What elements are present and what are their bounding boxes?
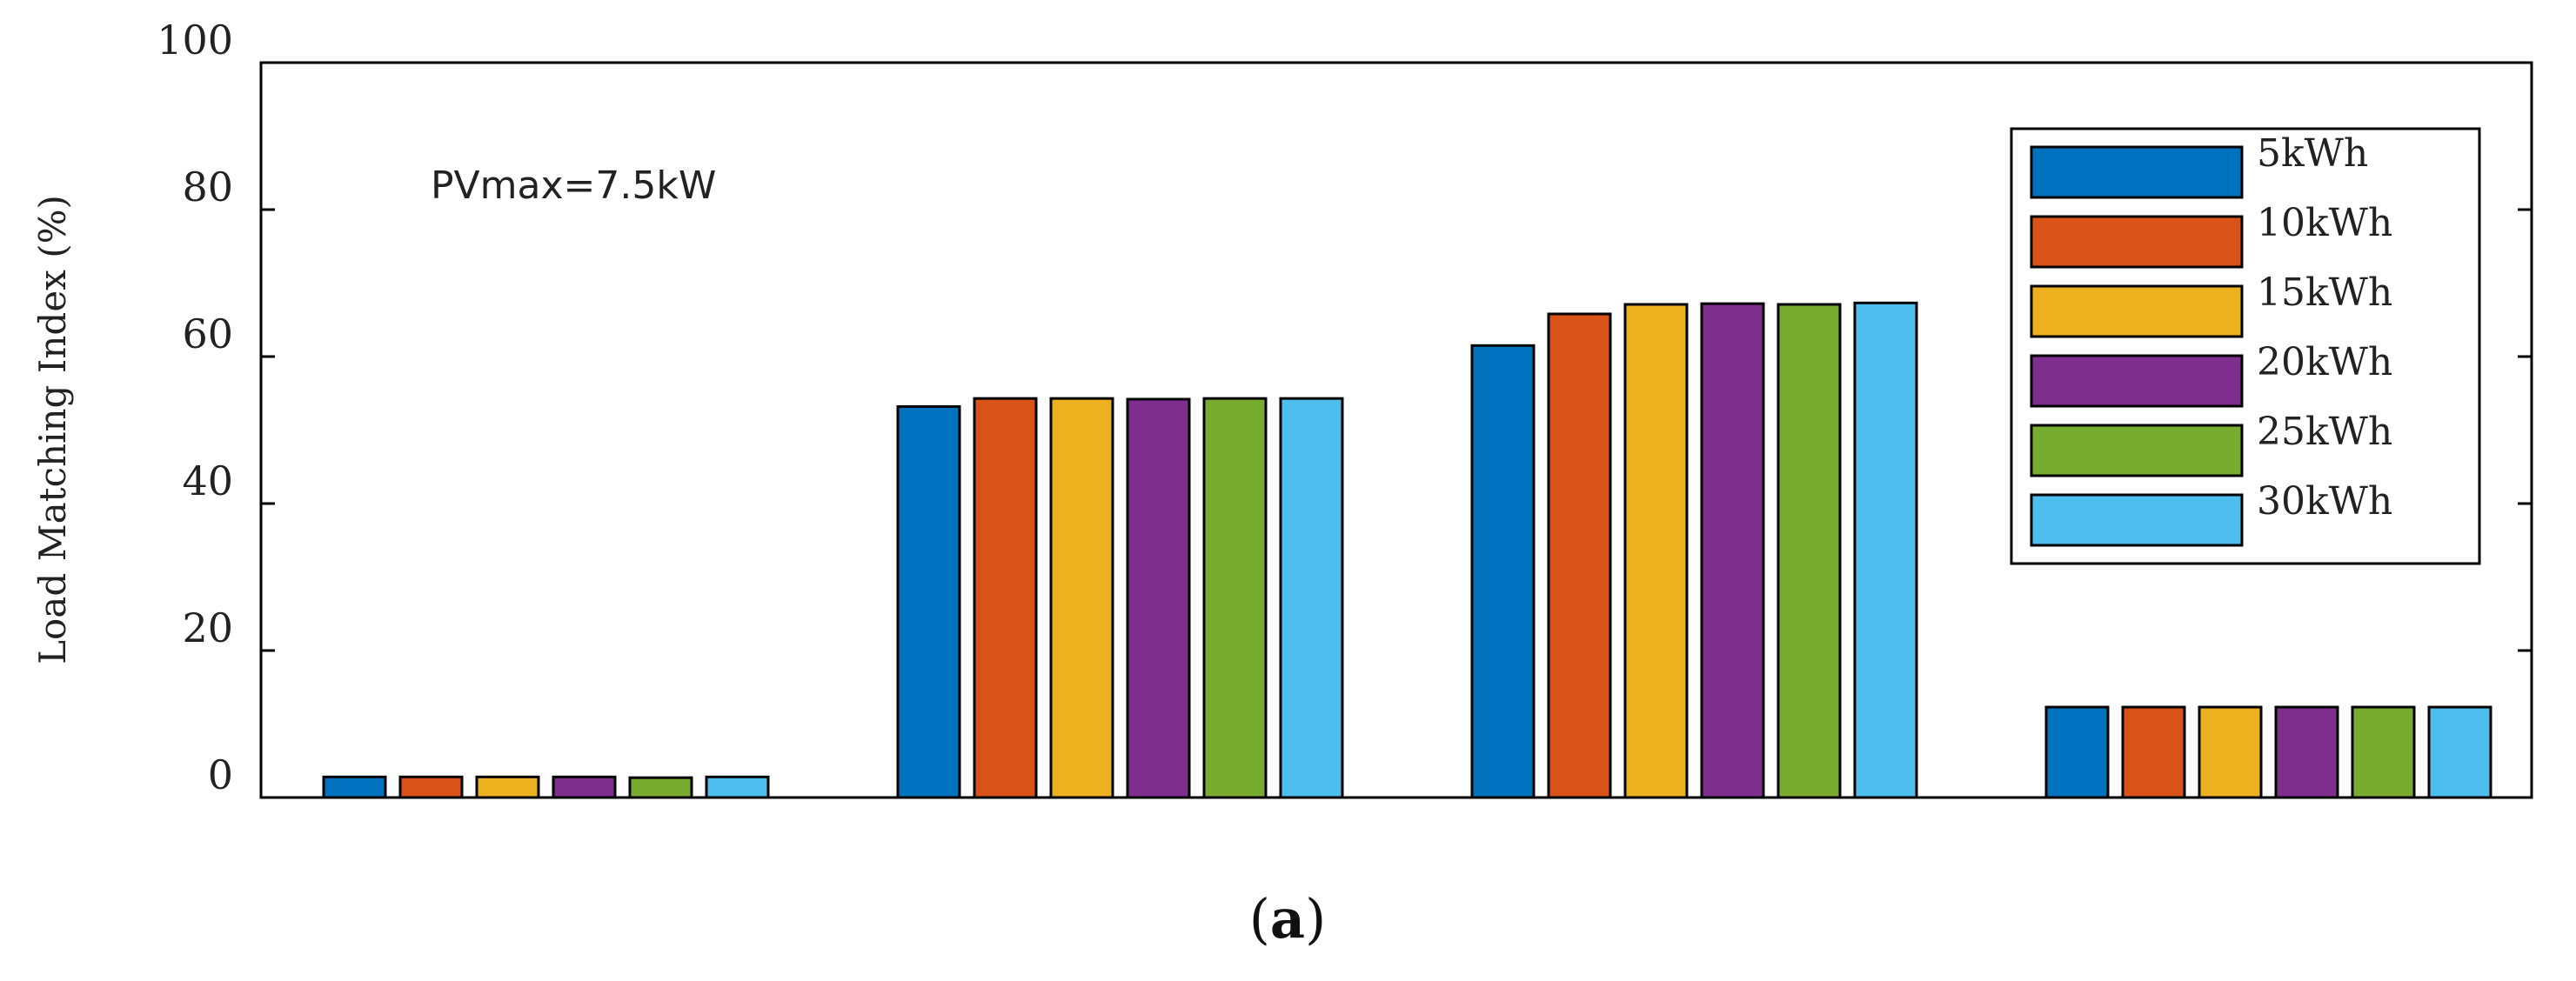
legend-label-20kWh: 20kWh xyxy=(2257,340,2392,384)
bar-25kWh-group-2 xyxy=(1202,397,1268,799)
y-tick-label: 80 xyxy=(182,164,233,210)
legend-swatch-15kWh xyxy=(2030,284,2244,338)
bar-15kWh-group-1 xyxy=(475,775,540,799)
bar-20kWh-group-3 xyxy=(1700,302,1765,799)
y-tick-label: 40 xyxy=(182,457,233,504)
bar-15kWh-group-4 xyxy=(2198,705,2263,799)
bar-10kWh-group-2 xyxy=(973,397,1038,799)
bar-10kWh-group-3 xyxy=(1547,312,1612,799)
caption-open: ( xyxy=(1249,887,1270,951)
bar-30kWh-group-3 xyxy=(1853,301,1918,799)
legend-label-15kWh: 15kWh xyxy=(2257,270,2392,315)
legend-items: 5kWh 10kWh 15kWh 20kWh 25kWh 30kWh xyxy=(2030,131,2392,547)
plot-frame xyxy=(259,61,2533,799)
legend-swatch-20kWh xyxy=(2030,354,2244,408)
caption-letter: a xyxy=(1270,887,1305,951)
legend-swatch-25kWh xyxy=(2030,424,2244,477)
legend-label-30kWh: 30kWh xyxy=(2257,479,2392,524)
bar-5kWh-group-4 xyxy=(2044,705,2110,799)
y-tick-label: 0 xyxy=(208,751,233,798)
bar-20kWh-group-1 xyxy=(552,775,617,799)
bar-15kWh-group-2 xyxy=(1049,397,1114,799)
y-tick-label: 100 xyxy=(157,17,233,63)
legend-label-5kWh: 5kWh xyxy=(2257,131,2368,176)
y-tick-label: 60 xyxy=(182,310,233,357)
legend-box xyxy=(2010,127,2481,565)
legend-swatch-5kWh xyxy=(2030,145,2244,199)
bar-10kWh-group-1 xyxy=(398,775,464,799)
bar-group xyxy=(322,301,2492,799)
y-tick-label: 20 xyxy=(182,604,233,651)
bar-30kWh-group-2 xyxy=(1279,397,1344,799)
legend-label-25kWh: 25kWh xyxy=(2257,410,2392,454)
bar-25kWh-group-4 xyxy=(2351,705,2416,799)
y-axis-title: Load Matching Index (%) xyxy=(31,195,74,664)
legend-swatch-30kWh xyxy=(2030,493,2244,547)
bar-5kWh-group-1 xyxy=(322,775,387,799)
bar-25kWh-group-3 xyxy=(1776,303,1842,799)
chart-annotation: PVmax=7.5kW xyxy=(431,164,716,208)
bar-20kWh-group-2 xyxy=(1126,397,1191,799)
legend: 5kWh 10kWh 15kWh 20kWh 25kWh 30kWh xyxy=(2010,127,2481,565)
bar-10kWh-group-4 xyxy=(2121,705,2186,799)
legend-swatch-10kWh xyxy=(2030,215,2244,269)
bar-30kWh-group-4 xyxy=(2427,705,2492,799)
figure-caption: (a) xyxy=(1249,887,1327,951)
bar-15kWh-group-3 xyxy=(1623,303,1689,799)
bar-25kWh-group-1 xyxy=(628,776,693,799)
caption-close: ) xyxy=(1305,887,1326,951)
bar-30kWh-group-1 xyxy=(705,775,770,799)
bar-20kWh-group-4 xyxy=(2274,705,2339,799)
y-axis-ticks: 0 20 40 60 80 100 xyxy=(157,17,2532,799)
legend-label-10kWh: 10kWh xyxy=(2257,201,2392,245)
bar-5kWh-group-3 xyxy=(1470,344,1536,799)
bar-5kWh-group-2 xyxy=(896,404,961,799)
